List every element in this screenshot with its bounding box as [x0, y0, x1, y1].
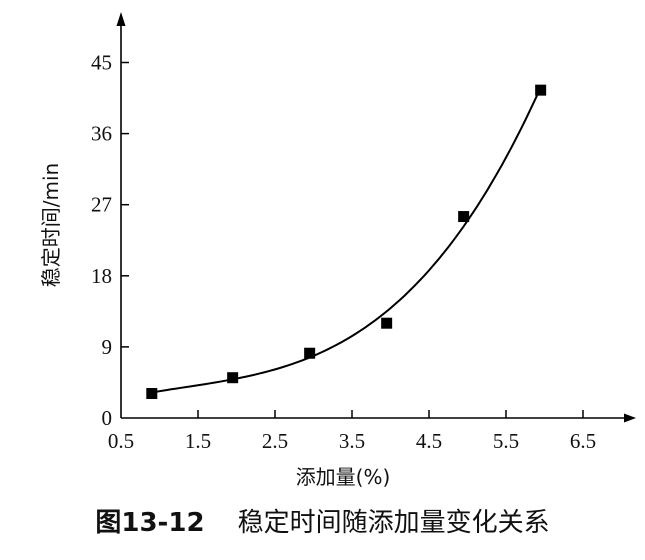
x-tick-label: 0.5	[108, 429, 134, 453]
x-axis-arrow	[624, 413, 636, 423]
x-tick-label: 4.5	[416, 429, 442, 453]
data-point	[535, 84, 547, 96]
x-tick-label: 5.5	[493, 429, 519, 453]
y-tick-label: 36	[91, 122, 112, 146]
x-tick-label: 6.5	[570, 429, 596, 453]
data-markers	[146, 84, 547, 400]
y-tick-label: 0	[102, 406, 113, 430]
x-tick-label: 1.5	[185, 429, 211, 453]
data-point	[146, 388, 158, 400]
data-point	[458, 211, 470, 223]
data-point	[381, 317, 393, 329]
trend-curve	[151, 86, 542, 394]
x-ticks: 0.5 1.5 2.5 3.5 4.5 5.5 6.5	[108, 410, 596, 453]
figure-caption-text: 稳定时间随添加量变化关系	[237, 508, 550, 538]
data-point	[227, 372, 239, 384]
figure-number: 图13-12	[95, 508, 205, 538]
y-tick-label: 9	[102, 335, 113, 359]
y-axis-arrow	[116, 12, 126, 26]
x-axis-title: 添加量(%)	[296, 465, 391, 489]
axes	[116, 12, 636, 423]
x-tick-label: 2.5	[262, 429, 288, 453]
y-tick-label: 45	[91, 51, 112, 75]
y-axis-title: 稳定时间/min	[39, 163, 63, 287]
data-point	[304, 347, 316, 359]
x-tick-label: 3.5	[339, 429, 365, 453]
y-tick-label: 27	[91, 193, 112, 217]
y-ticks: 0 9 18 27 36 45	[91, 51, 129, 430]
y-tick-label: 18	[91, 264, 112, 288]
figure-caption: 图13-12 稳定时间随添加量变化关系	[0, 502, 645, 539]
